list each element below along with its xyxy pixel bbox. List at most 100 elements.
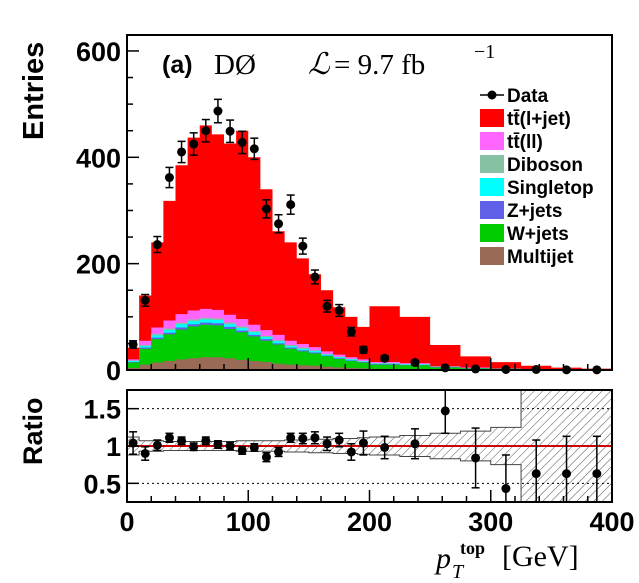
legend-entry: tt̄(ll) xyxy=(480,132,543,153)
lumi-exponent: −1 xyxy=(474,41,495,63)
ratio-marker xyxy=(249,442,259,452)
lumi-symbol: ℒ xyxy=(308,48,331,81)
ratio-point xyxy=(140,445,150,461)
data-point xyxy=(225,119,235,144)
data-marker xyxy=(346,327,356,337)
panel-annotation: (a) DØ ℒ = 9.7 fb −1 xyxy=(162,41,495,81)
data-marker xyxy=(358,345,368,355)
data-marker xyxy=(225,126,235,136)
data-point xyxy=(471,364,481,374)
ratio-point xyxy=(201,436,211,446)
legend-swatch xyxy=(480,109,504,127)
ratio-marker xyxy=(140,448,150,458)
ratio-axis-label: Ratio xyxy=(18,398,48,466)
ratio-point xyxy=(322,436,332,452)
data-point xyxy=(128,339,138,349)
data-marker xyxy=(334,305,344,315)
ratio-marker xyxy=(274,447,284,457)
data-point xyxy=(286,194,296,215)
ratio-marker xyxy=(471,453,481,463)
data-marker xyxy=(189,139,199,149)
stack-tt-l-jet- xyxy=(127,125,612,371)
x-axis-label-sub: T xyxy=(452,561,465,583)
data-marker xyxy=(298,241,308,251)
ratio-point xyxy=(177,436,187,446)
ratio-point xyxy=(358,430,368,456)
ratio-point xyxy=(225,441,235,451)
ratio-marker xyxy=(213,440,223,450)
data-marker xyxy=(322,301,332,311)
y-tick-label: 0 xyxy=(106,356,121,386)
data-marker xyxy=(201,126,211,136)
data-marker xyxy=(286,200,296,210)
legend-label: Singletop xyxy=(507,178,594,199)
x-axis-label-sup: top xyxy=(460,538,485,558)
data-marker xyxy=(310,272,320,282)
legend: Datatt̄(l+jet)tt̄(ll)DibosonSingletopZ+j… xyxy=(480,86,594,268)
legend-marker xyxy=(487,90,497,100)
data-point xyxy=(152,235,162,254)
x-tick-label: 100 xyxy=(226,507,271,537)
ratio-marker xyxy=(152,440,162,450)
data-marker xyxy=(237,137,247,147)
data-point xyxy=(322,299,332,313)
ratio-marker xyxy=(237,445,247,455)
x-tick-label: 200 xyxy=(347,507,392,537)
ratio-axis-ticks xyxy=(126,407,613,502)
ratio-tick-labels: 0.5 1 1.5 xyxy=(83,395,121,500)
ratio-point xyxy=(286,432,296,444)
data-marker xyxy=(164,173,174,183)
legend-swatch xyxy=(480,224,504,242)
x-tick-label: 300 xyxy=(468,507,513,537)
ratio-marker xyxy=(440,406,450,416)
legend-label: Data xyxy=(507,86,549,107)
y-tick-label: 200 xyxy=(76,250,121,280)
data-point xyxy=(274,213,284,234)
ratio-marker xyxy=(410,439,420,449)
experiment-label: DØ xyxy=(214,49,256,81)
ratio-point xyxy=(189,442,199,452)
data-marker xyxy=(177,147,187,157)
x-axis-label-unit: [GeV] xyxy=(502,540,579,573)
main-panel xyxy=(126,34,613,375)
ratio-marker xyxy=(346,447,356,457)
x-axis-label: p T top [GeV] xyxy=(434,538,579,583)
legend-entry: tt̄(l+jet) xyxy=(480,109,571,130)
ratio-tick-label: 1 xyxy=(106,432,121,462)
ratio-tick-label: 1.5 xyxy=(83,395,121,425)
ratio-reference-lines xyxy=(127,408,612,484)
ratio-marker xyxy=(531,469,541,479)
data-marker xyxy=(471,364,481,374)
legend-entry: Multijet xyxy=(480,247,574,268)
legend-entry: Data xyxy=(480,86,549,107)
data-point xyxy=(177,140,187,164)
ratio-point xyxy=(440,389,450,435)
data-point xyxy=(189,132,199,156)
ratio-marker xyxy=(380,442,390,452)
y-axis-label: Entries xyxy=(18,42,50,140)
data-point xyxy=(164,166,174,189)
ratio-marker xyxy=(334,435,344,445)
ratio-marker xyxy=(562,469,572,479)
x-axis-label-main: p xyxy=(434,542,451,575)
ratio-marker xyxy=(322,439,332,449)
data-point xyxy=(261,199,271,219)
ratio-marker xyxy=(298,434,308,444)
data-marker xyxy=(249,144,259,154)
legend-swatch xyxy=(480,132,504,150)
ratio-point xyxy=(298,432,308,445)
ratio-point xyxy=(410,428,420,460)
y-tick-label: 400 xyxy=(76,143,121,173)
ratio-marker xyxy=(164,433,174,443)
ratio-point xyxy=(164,432,174,444)
legend-label: tt̄(l+jet) xyxy=(507,109,571,130)
legend-swatch xyxy=(480,178,504,196)
ratio-point xyxy=(346,443,356,461)
data-marker xyxy=(261,204,271,214)
x-tick-label: 0 xyxy=(119,507,134,537)
ratio-tick-label: 0.5 xyxy=(83,469,121,499)
ratio-marker xyxy=(177,436,187,446)
data-marker xyxy=(152,240,162,250)
ratio-point xyxy=(213,440,223,450)
